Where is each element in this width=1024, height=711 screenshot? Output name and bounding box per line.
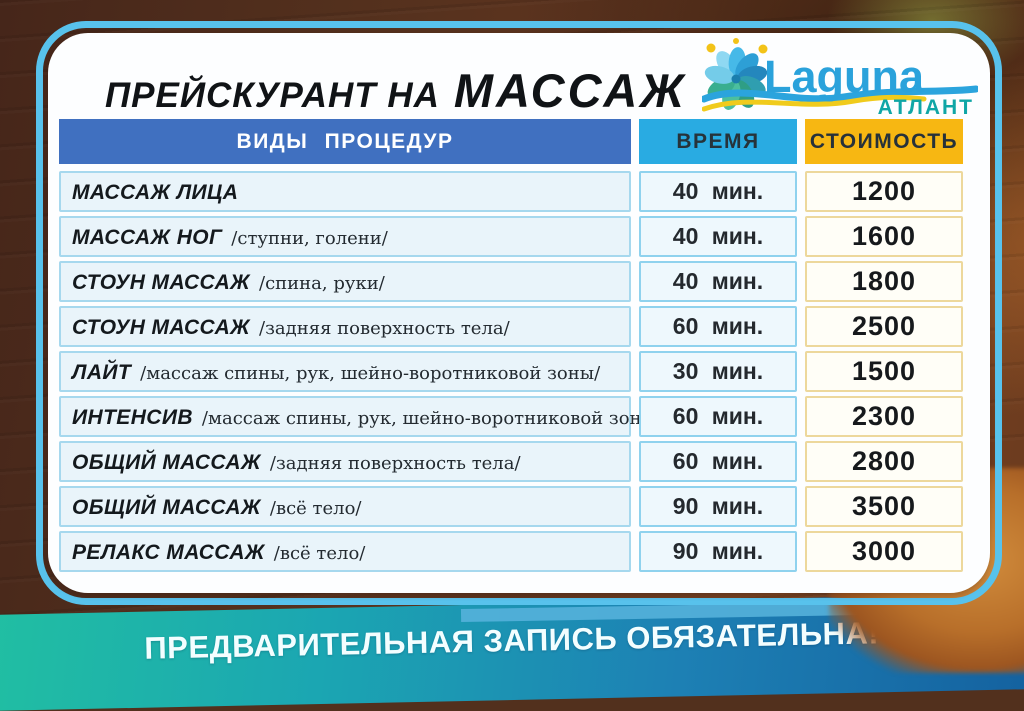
service-desc: /ступни, голени/ <box>231 228 388 249</box>
header-price: СТОИМОСТЬ <box>805 119 963 164</box>
service-name: СТОУН МАССАЖ <box>72 316 251 339</box>
service-time: 40 мин. <box>639 171 797 212</box>
blue-wave-icon <box>702 85 978 103</box>
laguna-logo: Laguna АТЛАНТ <box>702 38 978 119</box>
brand-name: Laguna <box>764 51 925 102</box>
service-price: 1200 <box>805 171 963 212</box>
service-price: 3000 <box>805 531 963 572</box>
header-procedures: ВИДЫ ПРОЦЕДУР <box>59 119 631 164</box>
service-time: 60 мин. <box>639 441 797 482</box>
service-name: ЛАЙТ <box>72 361 132 384</box>
service-price: 1600 <box>805 216 963 257</box>
table-row: ОБЩИЙ МАССАЖ /всё тело/ 90 мин. 3500 <box>59 486 967 527</box>
table-row: МАССАЖ НОГ /ступни, голени/ 40 мин. 1600 <box>59 216 967 257</box>
table-row: РЕЛАКС МАССАЖ /всё тело/ 90 мин. 3000 <box>59 531 967 572</box>
page-title: ПРЕЙСКУРАНТ НА МАССАЖ <box>105 63 687 118</box>
title-subject: МАССАЖ <box>453 64 687 117</box>
table-row: ОБЩИЙ МАССАЖ /задняя поверхность тела/ 6… <box>59 441 967 482</box>
table-row: СТОУН МАССАЖ /спина, руки/ 40 мин. 1800 <box>59 261 967 302</box>
table-row: МАССАЖ ЛИЦА 40 мин. 1200 <box>59 171 967 212</box>
title-prefix: ПРЕЙСКУРАНТ НА <box>105 76 440 115</box>
service-name: ОБЩИЙ МАССАЖ <box>72 496 261 519</box>
booking-notice: ПРЕДВАРИТЕЛЬНАЯ ЗАПИСЬ ОБЯЗАТЕЛЬНА! <box>144 615 880 666</box>
yellow-wave-icon <box>702 94 927 112</box>
service-name: ОБЩИЙ МАССАЖ <box>72 451 261 474</box>
service-name: РЕЛАКС МАССАЖ <box>72 541 265 564</box>
service-time: 90 мин. <box>639 531 797 572</box>
logo-sparkle-dots <box>706 38 768 54</box>
service-desc: /всё тело/ <box>269 498 362 519</box>
service-desc: /спина, руки/ <box>259 273 385 294</box>
service-price: 1500 <box>805 351 963 392</box>
lotus-pinwheel-icon <box>704 47 768 110</box>
service-desc: /задняя поверхность тела/ <box>259 318 510 339</box>
service-time: 60 мин. <box>639 306 797 347</box>
price-card-outline: ПРЕЙСКУРАНТ НА МАССАЖ <box>36 21 1002 605</box>
price-table: ВИДЫ ПРОЦЕДУР ВРЕМЯ СТОИМОСТЬ МАССАЖ ЛИЦ… <box>59 119 967 576</box>
service-name: СТОУН МАССАЖ <box>72 271 251 294</box>
service-name: МАССАЖ ЛИЦА <box>72 181 239 204</box>
service-price: 2300 <box>805 396 963 437</box>
service-desc: /массаж спины, рук, шейно-воротниковой з… <box>140 363 601 384</box>
service-time: 30 мин. <box>639 351 797 392</box>
service-name: МАССАЖ НОГ <box>72 226 223 249</box>
table-row: ИНТЕНСИВ /массаж спины, рук, шейно-ворот… <box>59 396 967 437</box>
service-desc: /массаж спины, рук, шейно-воротниковой з… <box>201 408 662 429</box>
table-row: ЛАЙТ /массаж спины, рук, шейно-воротнико… <box>59 351 967 392</box>
service-price: 3500 <box>805 486 963 527</box>
service-desc: /всё тело/ <box>273 543 366 564</box>
service-name: ИНТЕНСИВ <box>72 406 193 429</box>
service-price: 1800 <box>805 261 963 302</box>
service-time: 40 мин. <box>639 216 797 257</box>
brand-subtitle: АТЛАНТ <box>878 96 974 119</box>
service-desc: /задняя поверхность тела/ <box>269 453 521 474</box>
price-card: ПРЕЙСКУРАНТ НА МАССАЖ <box>48 33 990 593</box>
header-time: ВРЕМЯ <box>639 119 797 164</box>
service-price: 2500 <box>805 306 963 347</box>
service-time: 60 мин. <box>639 396 797 437</box>
service-price: 2800 <box>805 441 963 482</box>
table-row: СТОУН МАССАЖ /задняя поверхность тела/ 6… <box>59 306 967 347</box>
service-time: 90 мин. <box>639 486 797 527</box>
table-header-row: ВИДЫ ПРОЦЕДУР ВРЕМЯ СТОИМОСТЬ <box>59 119 967 164</box>
service-time: 40 мин. <box>639 261 797 302</box>
